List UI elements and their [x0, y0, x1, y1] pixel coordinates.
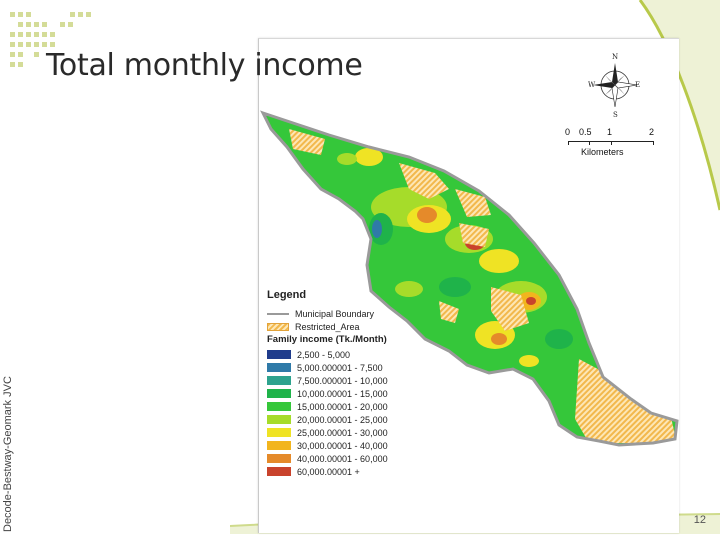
scale-tick-label: 0	[565, 127, 571, 137]
legend-color-swatch	[267, 415, 291, 424]
legend-label: 15,000.00001 - 20,000	[297, 401, 388, 412]
municipal-boundary-line	[260, 110, 679, 447]
restricted-area	[455, 189, 491, 217]
scale-tick-label: 1	[607, 127, 613, 137]
legend-label: Municipal Boundary	[295, 308, 375, 319]
compass-rose-icon	[593, 63, 638, 108]
legend-income-title: Family income (Tk./Month)	[267, 334, 387, 345]
scale-tick	[611, 141, 612, 145]
restricted-area	[575, 359, 677, 443]
side-credit-text: Decode-Bestway-Geomark JVC	[2, 376, 14, 532]
legend-label: 30,000.00001 - 40,000	[297, 440, 388, 451]
legend-label: 10,000.00001 - 15,000	[297, 388, 388, 399]
map-legend: Legend Municipal Boundary Restricted_Are…	[267, 289, 427, 478]
legend-color-swatch	[267, 441, 291, 450]
legend-label: 40,000.00001 - 60,000	[297, 453, 388, 464]
legend-boundary-entry: Municipal Boundary	[267, 307, 427, 320]
decorative-corner-swoosh	[638, 0, 720, 211]
legend-label: 7,500.000001 - 10,000	[297, 375, 388, 386]
north-arrow: N S E W	[587, 53, 643, 119]
legend-income-entry: 2,500 - 5,000	[267, 348, 427, 361]
restricted-area	[491, 287, 529, 331]
legend-restricted-entry: Restricted_Area	[267, 320, 427, 333]
legend-income-entry: 30,000.00001 - 40,000	[267, 439, 427, 452]
legend-label: 5,000.000001 - 7,500	[297, 362, 383, 373]
scale-bar: 0 0.5 1 2 Kilometers	[559, 127, 663, 163]
scale-unit-label: Kilometers	[581, 147, 624, 157]
legend-title: Legend	[267, 289, 307, 301]
legend-color-swatch	[267, 389, 291, 398]
restricted-area	[289, 129, 325, 155]
compass-east-label: E	[635, 81, 641, 89]
legend-income-entry: 15,000.00001 - 20,000	[267, 400, 427, 413]
map-frame: N S E W 0 0.5 1 2 Kilometers Legend Muni…	[258, 38, 679, 533]
legend-income-classes: 2,500 - 5,000 5,000.000001 - 7,500 7,500.0…	[267, 348, 427, 478]
compass-west-label: W	[588, 81, 596, 89]
slide-title: Total monthly income	[46, 48, 363, 83]
scale-tick	[589, 141, 590, 145]
legend-income-entry: 20,000.00001 - 25,000	[267, 413, 427, 426]
restricted-area	[459, 223, 489, 247]
legend-color-swatch	[267, 428, 291, 437]
scale-tick-label: 2	[649, 127, 655, 137]
legend-label: 25,000.00001 - 30,000	[297, 427, 388, 438]
decorative-dot-grid	[10, 12, 91, 67]
legend-income-entry: 7,500.000001 - 10,000	[267, 374, 427, 387]
legend-income-entry: 60,000.00001 +	[267, 465, 427, 478]
municipal-area	[263, 113, 677, 445]
legend-income-entry: 10,000.00001 - 15,000	[267, 387, 427, 400]
legend-label: 2,500 - 5,000	[297, 349, 351, 360]
legend-color-swatch	[267, 376, 291, 385]
legend-income-entry: 25,000.00001 - 30,000	[267, 426, 427, 439]
scale-tick	[653, 141, 654, 145]
legend-label: 20,000.00001 - 25,000	[297, 414, 388, 425]
legend-color-swatch	[267, 363, 291, 372]
income-map	[260, 110, 679, 447]
restricted-area	[399, 163, 449, 199]
legend-color-swatch	[267, 402, 291, 411]
legend-label: Restricted_Area	[295, 321, 360, 332]
restricted-area	[439, 301, 459, 323]
legend-income-entry: 40,000.00001 - 60,000	[267, 452, 427, 465]
scale-tick	[568, 141, 569, 145]
legend-color-swatch	[267, 454, 291, 463]
legend-color-swatch	[267, 350, 291, 359]
boundary-line-swatch	[267, 312, 289, 315]
legend-color-swatch	[267, 467, 291, 476]
scale-tick-label: 0.5	[579, 127, 592, 137]
restricted-hatch-swatch	[267, 322, 289, 331]
page-number: 12	[693, 514, 706, 526]
legend-income-entry: 5,000.000001 - 7,500	[267, 361, 427, 374]
compass-north-label: N	[612, 53, 619, 61]
legend-label: 60,000.00001 +	[297, 466, 360, 477]
compass-south-label: S	[613, 111, 618, 119]
